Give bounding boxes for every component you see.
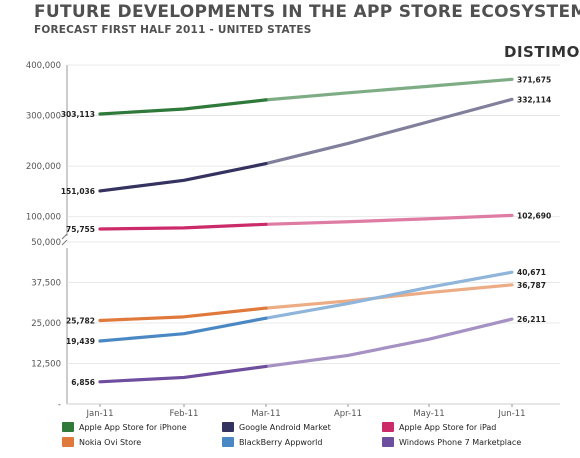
legend-item-ipad: Apple App Store for iPad	[382, 421, 496, 433]
legend-label: Google Android Market	[239, 422, 331, 432]
x-tick-label: May-11	[413, 409, 444, 419]
chart-title: FUTURE DEVELOPMENTS IN THE APP STORE ECO…	[34, 2, 580, 22]
legend-item-blackberry: BlackBerry Appworld	[222, 436, 322, 448]
legend-swatch	[222, 422, 234, 432]
legend-label: BlackBerry Appworld	[239, 437, 323, 447]
legend-swatch	[382, 422, 394, 432]
data-label-end: 36,787	[517, 281, 546, 290]
legend-swatch	[382, 437, 394, 447]
y-tick-label: 200,000	[26, 162, 61, 172]
legend-swatch	[62, 437, 74, 447]
legend-label: Apple App Store for iPhone	[79, 422, 187, 432]
y-tick-label: -	[58, 400, 61, 410]
data-label-end: 40,671	[517, 268, 546, 277]
series-line	[98, 162, 268, 193]
data-label-start: 25,782	[66, 316, 95, 325]
legend-label: Windows Phone 7 Marketplace	[399, 437, 522, 447]
series-line-forecast	[264, 270, 514, 320]
data-label-start: 6,856	[71, 378, 95, 387]
data-label-end: 332,114	[517, 95, 551, 104]
x-tick-label: Jun-11	[497, 409, 525, 419]
series-line	[98, 98, 268, 116]
y-tick-label: 400,000	[26, 61, 61, 71]
series-line	[98, 364, 268, 384]
series-line-forecast	[264, 213, 514, 226]
legend-label: Nokia Ovi Store	[79, 437, 142, 447]
y-tick-label: 50,000	[31, 238, 61, 248]
data-label-end: 102,690	[517, 211, 551, 220]
legend-item-android: Google Android Market	[222, 421, 331, 433]
x-tick-label: Apr-11	[334, 409, 362, 419]
series-line	[98, 222, 268, 231]
chart-subtitle: FORECAST FIRST HALF 2011 - UNITED STATES	[34, 24, 312, 36]
series-line-forecast	[264, 97, 514, 166]
y-tick-label: 100,000	[26, 213, 61, 223]
legend-item-iphone: Apple App Store for iPhone	[62, 421, 187, 433]
series-line-forecast	[264, 77, 514, 102]
x-tick-label: Jan-11	[86, 409, 114, 419]
x-tick-label: Mar-11	[251, 409, 280, 419]
axis-break-icon	[61, 233, 68, 246]
series-line	[98, 316, 268, 343]
data-label-start: 75,755	[66, 225, 95, 234]
y-tick-label: 12,500	[31, 360, 61, 370]
legend-swatch	[62, 422, 74, 432]
series-line-forecast	[264, 317, 514, 369]
legend-item-ovi: Nokia Ovi Store	[62, 436, 141, 448]
legend-label: Apple App Store for iPad	[399, 422, 497, 432]
x-tick-label: Feb-11	[170, 409, 199, 419]
series-line	[98, 306, 268, 323]
brand-logo: DISTIMO	[504, 43, 580, 61]
y-tick-label: 25,000	[31, 319, 61, 329]
data-label-start: 303,113	[61, 110, 95, 119]
y-tick-label: 37,500	[31, 279, 61, 289]
data-label-start: 19,439	[66, 337, 95, 346]
data-label-end: 371,675	[517, 75, 551, 84]
legend-swatch	[222, 437, 234, 447]
data-label-end: 26,211	[517, 315, 546, 324]
data-label-start: 151,036	[61, 187, 95, 196]
y-tick-label: 300,000	[26, 112, 61, 122]
legend-item-wp7: Windows Phone 7 Marketplace	[382, 436, 521, 448]
